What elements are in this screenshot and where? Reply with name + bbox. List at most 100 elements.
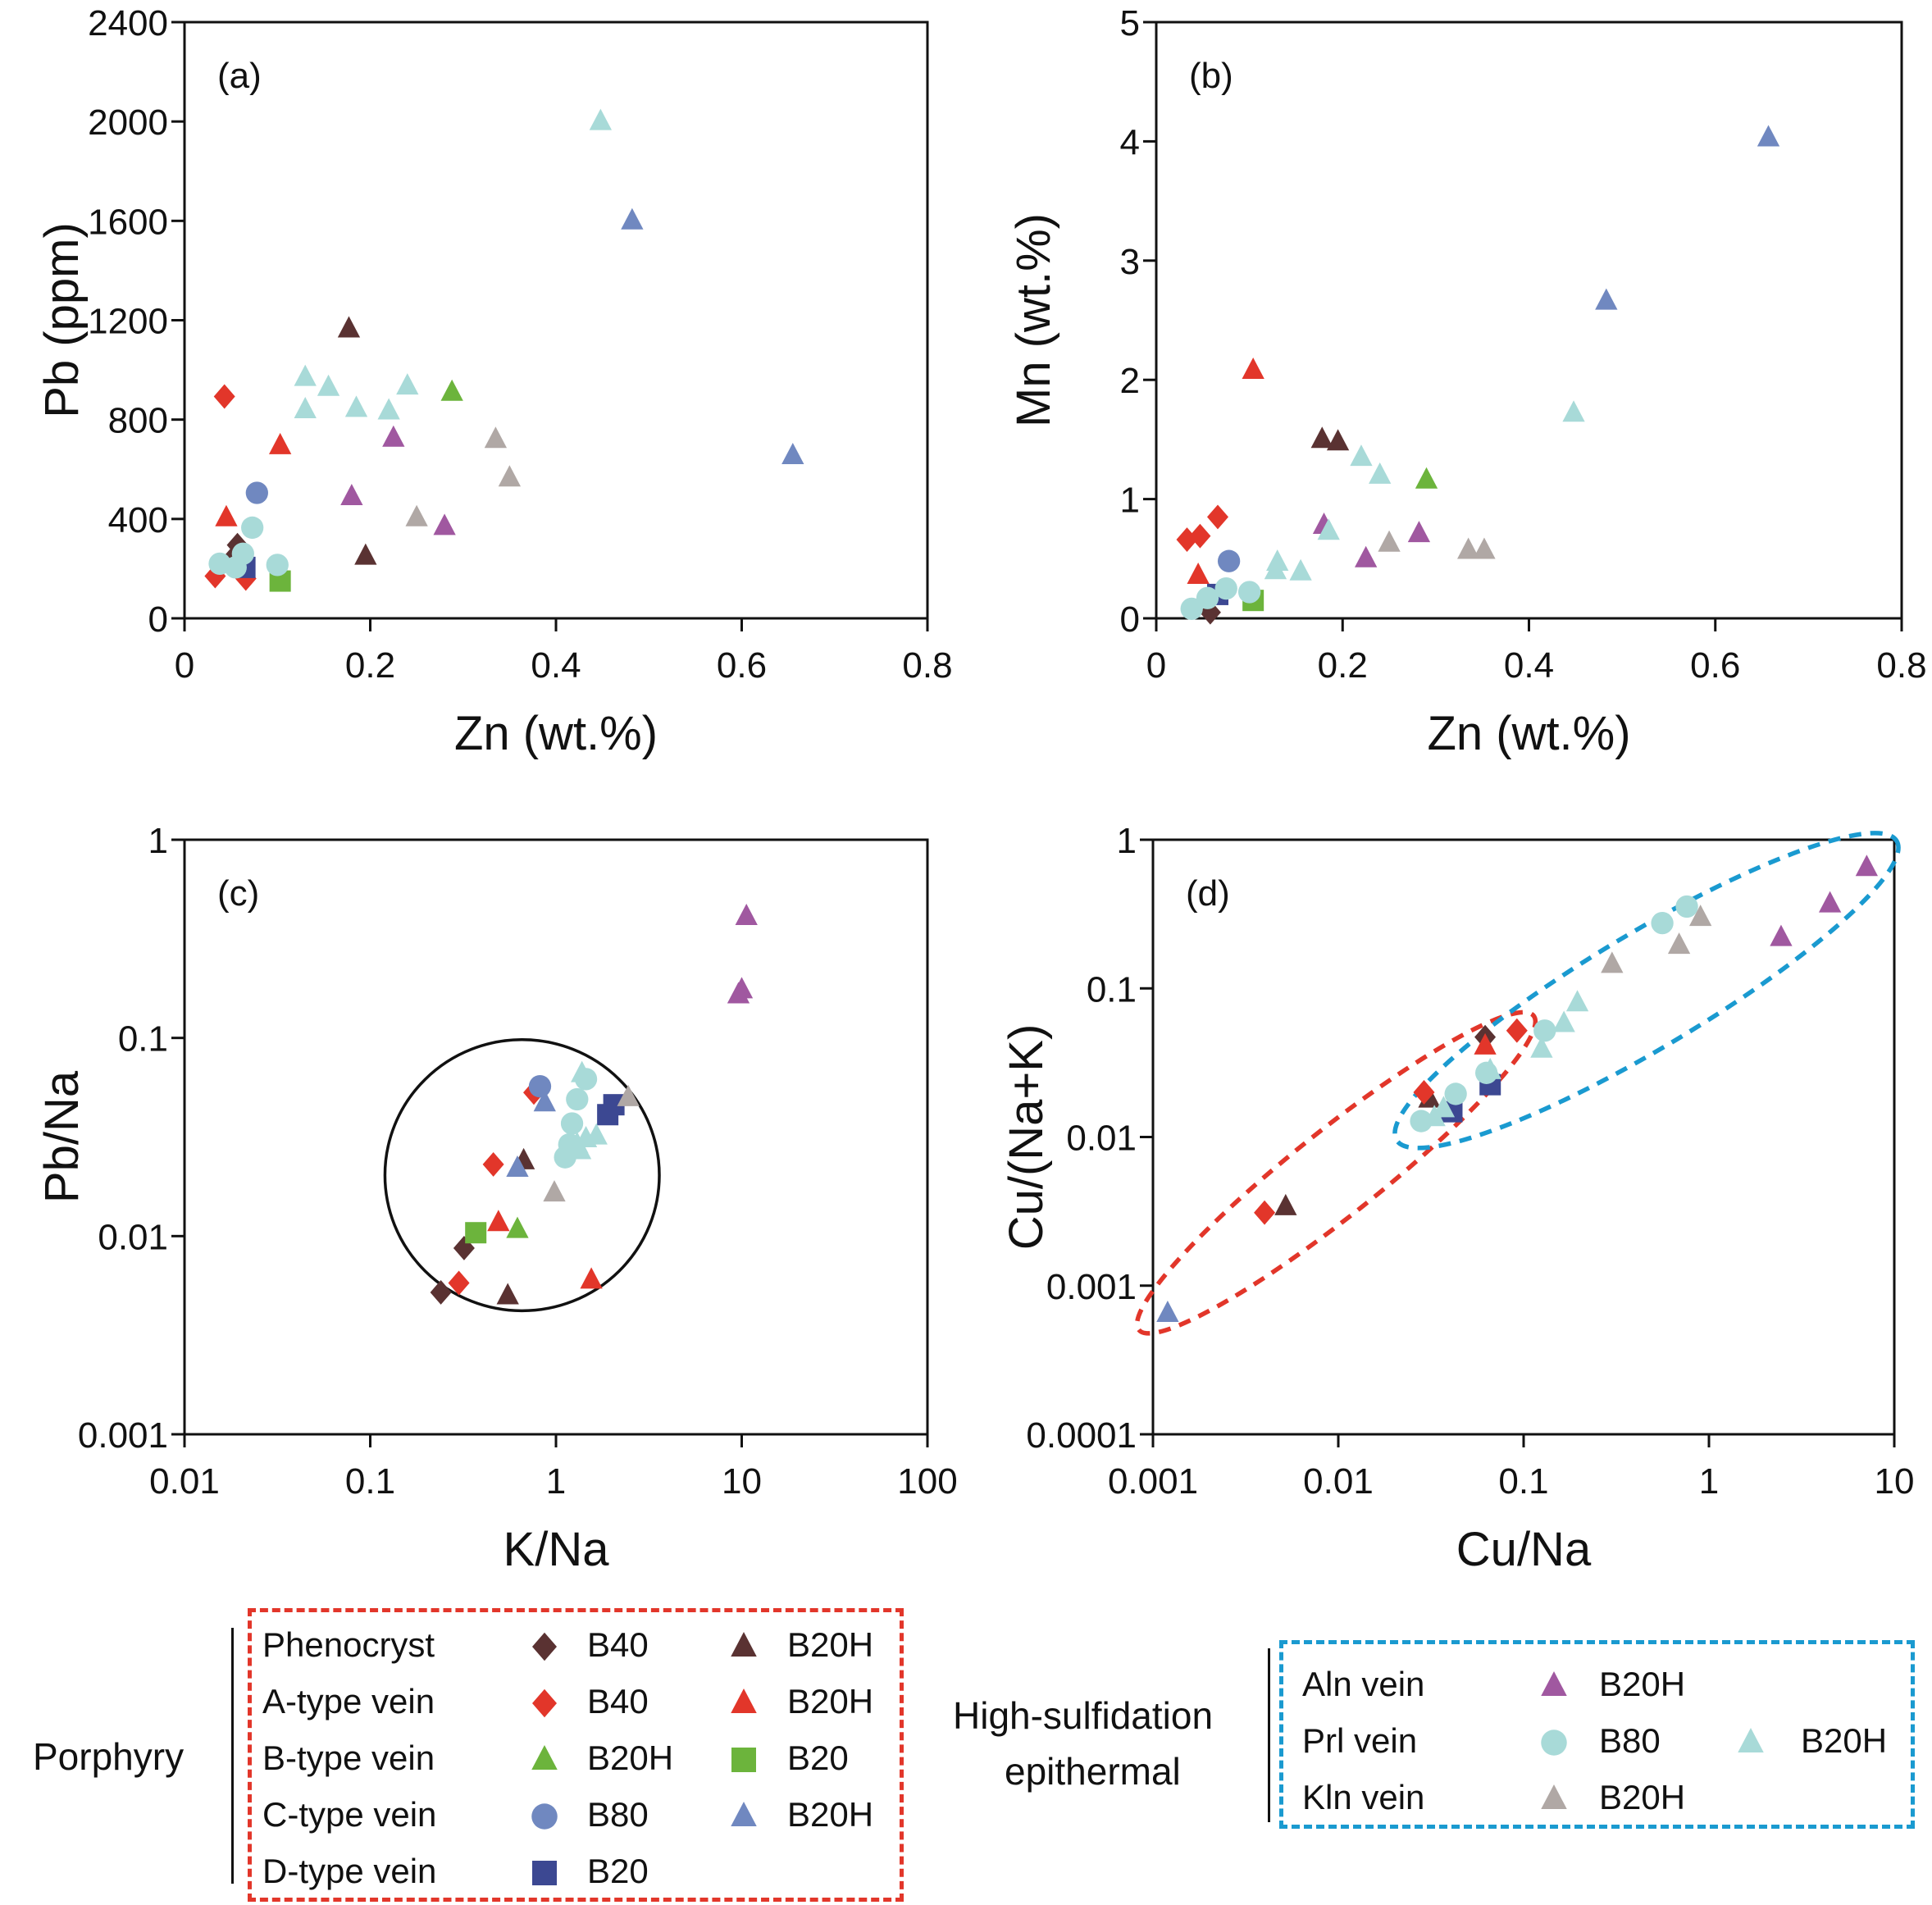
data-point (1413, 1079, 1435, 1105)
legend-box-porphyry (248, 1608, 904, 1902)
y-tick-label: 0 (148, 599, 168, 640)
plot-frame (183, 838, 929, 1436)
data-point (543, 1180, 566, 1202)
data-point (382, 425, 405, 447)
legend-porphyry-row-label: B-type vein (262, 1739, 435, 1777)
field-dashed-ellipse (1134, 1009, 1538, 1336)
data-point (1289, 558, 1312, 581)
data-point (1187, 563, 1210, 585)
x-axis-label: Zn (wt.%) (1427, 707, 1630, 760)
series-prl_c (208, 516, 289, 579)
x-tick-label: 0.01 (1303, 1461, 1374, 1502)
legend-epithermal-item-label: B80 (1599, 1721, 1661, 1760)
data-point (294, 364, 317, 386)
series-a_d (1254, 1018, 1528, 1225)
data-point (1667, 932, 1691, 955)
data-point (585, 1123, 608, 1145)
data-point (1410, 1110, 1433, 1133)
legend-marker-shape (731, 1802, 757, 1826)
data-point (337, 316, 361, 338)
legend-marker-shape (532, 1861, 557, 1885)
series-c_c (528, 1075, 552, 1098)
series-prl_t (566, 1060, 608, 1160)
data-point (241, 516, 264, 540)
data-point (1565, 990, 1589, 1012)
y-tick-label: 0.1 (118, 1019, 168, 1060)
data-point (580, 1267, 603, 1289)
y-tick-label: 800 (108, 401, 168, 441)
data-point (245, 481, 268, 504)
panel-label: (d) (1186, 873, 1230, 914)
legend-marker-circle-icon (531, 1803, 558, 1830)
panel-d-cuna-cunak-scatter: 0.001 0.01 0.1 1 10 0.0001 0.001 0.01 0.1 1 Cu/Na C… (1000, 821, 1914, 1576)
data-point (433, 513, 456, 535)
plot-frame (1155, 21, 1903, 620)
data-point (1675, 895, 1698, 918)
y-tick-label: 1 (1120, 481, 1140, 521)
legend-porphyry-item-label: B20H (787, 1795, 874, 1834)
data-point (1242, 357, 1264, 379)
series-a_t (215, 432, 292, 526)
legend-marker-triangle-icon (731, 1802, 757, 1826)
data-point (1254, 1200, 1276, 1225)
data-point (1264, 558, 1287, 580)
data-point (1552, 1010, 1575, 1032)
x-tick-label: 1 (1699, 1461, 1719, 1502)
data-point (571, 1060, 594, 1082)
legend-group-label-epithermal-line2: epithermal (1005, 1750, 1181, 1793)
data-point (1355, 545, 1378, 567)
series-b_t (1415, 467, 1438, 489)
series-c_t (1156, 1301, 1179, 1323)
series-prl_t (294, 108, 613, 420)
data-point (1456, 537, 1480, 559)
y-tick-label: 1 (1117, 821, 1137, 861)
legend-marker-triangle-icon (731, 1689, 757, 1713)
legend-marker-triangle-icon (1738, 1728, 1764, 1752)
legend-epithermal-item-label: B20H (1599, 1665, 1686, 1703)
data-point (1237, 581, 1261, 604)
data-point (1473, 537, 1496, 559)
data-point (430, 1280, 452, 1305)
x-tick-label: 0.8 (902, 645, 952, 686)
data-point (1432, 1096, 1456, 1118)
legend-marker-triangle-icon (731, 1632, 757, 1657)
legend-porphyry-row-label: Phenocryst (262, 1625, 435, 1664)
series-kln_t (1601, 905, 1712, 973)
panel-b-zn-mn-scatter: 0 0.2 0.4 0.6 0.8 0 1 2 3 4 5 Zn (wt.%) Mn (wt.%) (b) (1007, 3, 1927, 760)
data-point (1214, 577, 1237, 600)
data-point (1369, 462, 1392, 484)
data-point (1562, 400, 1585, 422)
series-aln_t (340, 425, 456, 535)
x-tick-label: 0.4 (1504, 645, 1554, 686)
legend-marker-shape (532, 1689, 557, 1718)
series-c_c (1217, 549, 1241, 572)
y-axis-label: Pb/Na (35, 1070, 89, 1203)
data-point (1378, 530, 1401, 552)
data-point (1479, 1057, 1501, 1079)
x-tick-label: 0.001 (1108, 1461, 1198, 1502)
series-b_t (440, 379, 463, 401)
series-ph_t (337, 316, 377, 565)
legend-marker-shape (1541, 1784, 1567, 1809)
data-point (498, 465, 522, 487)
legend-marker-shape (1541, 1671, 1567, 1696)
data-point (621, 207, 644, 230)
legend-marker-shape (531, 1745, 558, 1770)
x-tick-label: 0.2 (1318, 645, 1368, 686)
data-point (1595, 288, 1618, 310)
legend-marker-square-icon (532, 1861, 557, 1885)
x-tick-label: 0 (1146, 645, 1166, 686)
y-tick-label: 0.0001 (1026, 1415, 1137, 1456)
data-point (566, 1087, 589, 1111)
data-point (484, 426, 508, 449)
x-tick-label: 0.8 (1876, 645, 1926, 686)
data-point (528, 1075, 552, 1098)
legend-porphyry-row-label: C-type vein (262, 1795, 437, 1834)
x-tick-label: 10 (722, 1461, 762, 1502)
legend-marker-shape (531, 1803, 558, 1830)
series-a_d (448, 1080, 545, 1296)
legend-marker-shape (1541, 1730, 1567, 1756)
legend-porphyry-item-label: B20H (787, 1625, 874, 1664)
data-point (589, 108, 613, 130)
legend-porphyry-item-label: B20 (787, 1739, 849, 1777)
